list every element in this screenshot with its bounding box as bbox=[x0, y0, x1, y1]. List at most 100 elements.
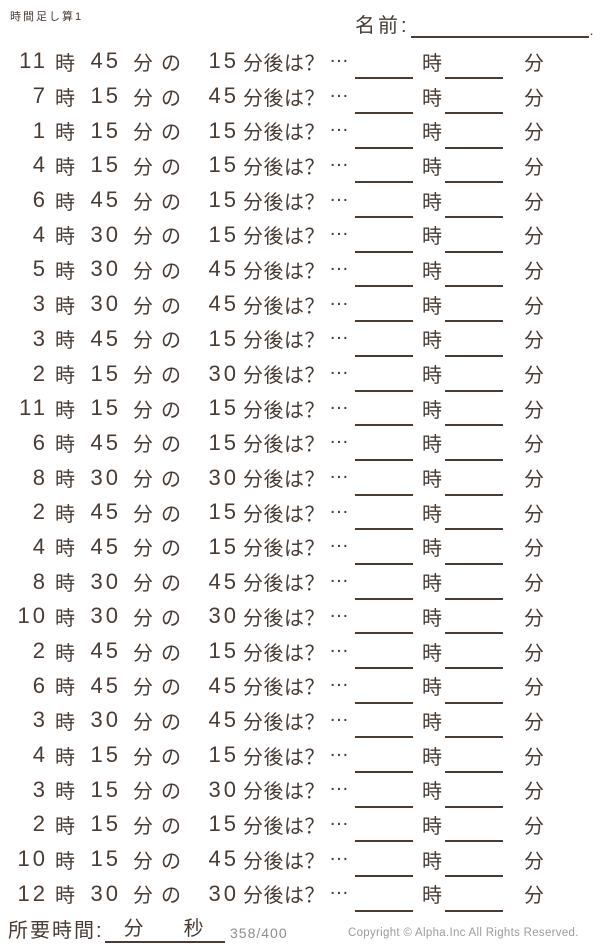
hour-value: 3 bbox=[32, 325, 48, 351]
answer-hour-unit: 時 bbox=[422, 469, 442, 492]
minute-value: 45 bbox=[90, 533, 121, 559]
hour-value: 2 bbox=[32, 811, 48, 837]
delta-value: 45 bbox=[208, 707, 239, 733]
hour-unit: 時 bbox=[55, 365, 75, 388]
after-suffix: 分後は？ bbox=[243, 156, 325, 179]
hour-value: 7 bbox=[32, 83, 48, 109]
problem-row: 6 時 45 分の 15 分後は？ … 時 分 bbox=[8, 426, 600, 461]
answer-hour-blank bbox=[355, 202, 413, 219]
answer-hour-blank bbox=[355, 514, 413, 531]
delta-value: 15 bbox=[208, 499, 239, 525]
problem-row: 1 時 15 分の 15 分後は？ … 時 分 bbox=[8, 113, 600, 149]
hour-value: 6 bbox=[32, 672, 48, 698]
delta-value: 15 bbox=[208, 48, 239, 74]
after-suffix: 分後は？ bbox=[243, 399, 325, 422]
hour-unit: 時 bbox=[55, 469, 75, 492]
hour-unit: 時 bbox=[55, 815, 75, 838]
ellipsis: … bbox=[329, 44, 349, 67]
problem-list: 11 時 45 分の 15 分後は？ … 時 分 7 時 15 分の 45 分後… bbox=[8, 44, 600, 912]
name-blank-line bbox=[410, 16, 589, 38]
answer-minute-unit: 分 bbox=[524, 156, 544, 179]
minute-value: 15 bbox=[90, 395, 121, 421]
hour-unit: 時 bbox=[55, 260, 75, 283]
delta-value: 30 bbox=[208, 776, 239, 802]
minute-unit: 分の bbox=[133, 677, 189, 700]
ellipsis: … bbox=[329, 218, 349, 241]
after-suffix: 分後は？ bbox=[243, 434, 325, 457]
ellipsis: … bbox=[329, 703, 349, 726]
problem-row: 3 時 45 分の 15 分後は？ … 時 分 bbox=[8, 322, 600, 357]
elapsed-time-field: 所要時間: 分 秒 bbox=[8, 912, 225, 943]
answer-hour-unit: 時 bbox=[422, 677, 442, 700]
answer-hour-blank bbox=[355, 896, 413, 912]
after-suffix: 分後は？ bbox=[243, 503, 325, 526]
problem-row: 8 時 30 分の 45 分後は？ … 時 分 bbox=[8, 564, 600, 600]
delta-value: 45 bbox=[208, 83, 239, 109]
answer-hour-unit: 時 bbox=[422, 815, 442, 838]
answer-hour-unit: 時 bbox=[422, 122, 442, 145]
minute-unit: 分の bbox=[133, 399, 189, 422]
answer-minute-blank bbox=[445, 63, 503, 80]
ellipsis: … bbox=[329, 322, 349, 345]
problem-row: 7 時 15 分の 45 分後は？ … 時 分 bbox=[8, 79, 600, 115]
hour-unit: 時 bbox=[55, 122, 75, 145]
answer-hour-blank bbox=[355, 653, 413, 670]
problem-row: 3 時 30 分の 45 分後は？ … 時 分 bbox=[8, 703, 600, 739]
ellipsis: … bbox=[329, 148, 349, 171]
delta-value: 15 bbox=[208, 533, 239, 559]
answer-minute-blank bbox=[445, 653, 503, 670]
answer-minute-blank bbox=[445, 376, 503, 392]
answer-hour-blank bbox=[355, 861, 413, 878]
minute-unit: 分の bbox=[133, 87, 189, 110]
problem-row: 3 時 30 分の 45 分後は？ … 時 分 bbox=[8, 287, 600, 323]
delta-value: 15 bbox=[208, 811, 239, 837]
answer-hour-blank bbox=[355, 688, 413, 704]
answer-minute-blank bbox=[445, 237, 503, 253]
answer-minute-unit: 分 bbox=[524, 226, 544, 249]
minute-unit: 分の bbox=[133, 781, 189, 804]
answer-hour-unit: 時 bbox=[422, 642, 442, 665]
footer: 所要時間: 分 秒 358/400 Copyright © Alpha.Inc … bbox=[8, 911, 594, 949]
after-suffix: 分後は？ bbox=[243, 260, 325, 283]
minute-value: 45 bbox=[90, 672, 121, 698]
answer-hour-unit: 時 bbox=[422, 365, 442, 388]
elapsed-second-unit: 秒 bbox=[183, 918, 206, 940]
answer-minute-blank bbox=[445, 410, 503, 427]
problem-row: 3 時 15 分の 30 分後は？ … 時 分 bbox=[8, 772, 600, 808]
answer-minute-unit: 分 bbox=[524, 815, 544, 838]
hour-unit: 時 bbox=[55, 191, 75, 214]
answer-minute-unit: 分 bbox=[524, 260, 544, 283]
answer-minute-blank bbox=[445, 480, 503, 496]
answer-minute-blank bbox=[445, 792, 503, 808]
hour-unit: 時 bbox=[55, 156, 75, 179]
answer-minute-unit: 分 bbox=[524, 434, 544, 457]
minute-value: 15 bbox=[90, 117, 121, 143]
answer-minute-blank bbox=[445, 618, 503, 635]
delta-value: 15 bbox=[208, 638, 239, 664]
answer-hour-blank bbox=[355, 584, 413, 600]
minute-unit: 分の bbox=[133, 156, 189, 179]
minute-value: 45 bbox=[90, 325, 121, 351]
answer-minute-unit: 分 bbox=[524, 711, 544, 734]
delta-value: 15 bbox=[208, 187, 239, 213]
hour-unit: 時 bbox=[55, 885, 75, 908]
answer-minute-blank bbox=[445, 549, 503, 565]
after-suffix: 分後は？ bbox=[243, 365, 325, 388]
answer-hour-blank bbox=[355, 722, 413, 739]
after-suffix: 分後は？ bbox=[243, 226, 325, 249]
answer-hour-unit: 時 bbox=[422, 538, 442, 561]
answer-minute-blank bbox=[445, 861, 503, 878]
delta-value: 45 bbox=[208, 846, 239, 872]
delta-value: 15 bbox=[208, 221, 239, 247]
ellipsis: … bbox=[329, 287, 349, 310]
answer-minute-blank bbox=[445, 584, 503, 600]
answer-hour-unit: 時 bbox=[422, 607, 442, 630]
after-suffix: 分後は？ bbox=[243, 469, 325, 492]
hour-value: 10 bbox=[17, 603, 48, 629]
answer-minute-unit: 分 bbox=[524, 781, 544, 804]
hour-value: 5 bbox=[32, 256, 48, 282]
answer-minute-blank bbox=[445, 133, 503, 149]
minute-value: 15 bbox=[90, 152, 121, 178]
delta-value: 15 bbox=[208, 742, 239, 768]
